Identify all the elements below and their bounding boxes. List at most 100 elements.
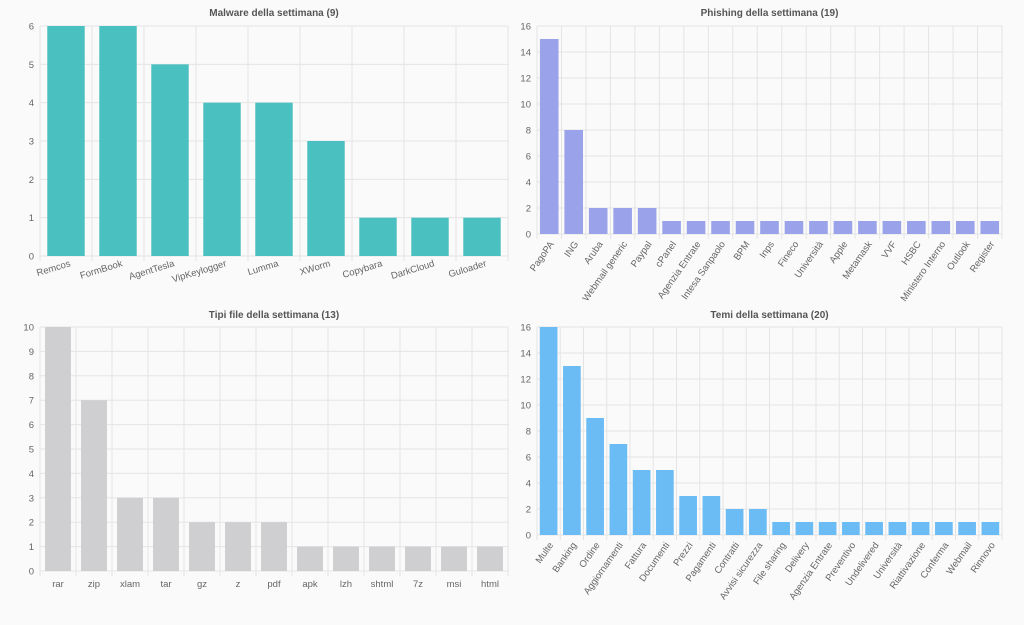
bar-apk [297,546,323,571]
bar-tar [153,497,179,571]
x-tick-label: VVF [880,239,900,261]
y-tick-label: 1 [29,213,34,224]
bar-paypal [637,208,657,234]
bar-darkcloud [411,217,449,256]
x-tick-label: html [481,579,499,590]
bar-apple [833,221,853,234]
bar-preventivo [842,522,860,535]
x-tick-label: Webmail generic [581,239,631,303]
themes-chart: Temi della settimana (20) 0 2 4 6 8 10 12 14 16 Mu… [520,310,1003,602]
bar-inps [760,221,779,234]
bar-webmail [958,522,976,535]
bar-riattivazione [911,522,930,535]
bar-ordine [586,418,604,535]
x-tick-label: tar [160,579,171,590]
bar-aruba [588,208,608,234]
y-tick-label: 16 [520,323,531,334]
y-tick-label: 4 [29,469,34,480]
bar-universita [888,522,907,535]
y-tick-label: 8 [29,371,34,382]
x-tick-label: Remcos [35,258,72,279]
y-tick-label: 10 [520,100,531,111]
y-tick-label: 10 [23,323,34,334]
y-tick-label: 4 [526,178,531,189]
x-tick-label: Apple [827,239,850,265]
bar-banking [563,366,581,535]
y-tick-label: 8 [526,427,531,438]
x-tick-label: lzh [340,579,352,590]
bar-aggiornamenti [609,444,628,535]
x-tick-label: VipKeylogger [171,258,228,285]
chart-title: Phishing della settimana (19) [701,8,839,19]
bar-lumma [255,102,293,257]
bar-pagamenti [702,496,721,535]
y-tick-label: 3 [29,137,34,148]
x-tick-label: zip [88,579,100,590]
bar-register [980,221,1000,234]
bar-guloader [463,217,501,256]
bar-gz [189,522,215,571]
bar-7z [405,546,431,571]
x-tick-label: Rinnovo [969,540,998,575]
bar-fineco [784,221,804,234]
bar-multe [539,327,558,535]
x-tick-label: Prezzi [671,540,695,568]
bar-lzh [333,546,359,571]
bar-copybara [359,217,397,256]
bar-vipkeylogger [203,102,241,257]
bar-z [225,522,251,571]
x-tick-label: PagoPA [528,239,557,274]
x-tick-label: msi [447,579,462,590]
y-tick-label: 2 [29,518,34,529]
y-tick-label: 12 [520,74,531,85]
y-tick-label: 6 [29,420,34,431]
malware-chart: Malware della settimana (9) 0 1 2 3 4 5 6 Remcos… [29,8,509,285]
bar-zip [81,400,107,571]
bar-prezzi [679,496,697,535]
bar-msi [441,546,467,571]
chart-title: Temi della settimana (20) [710,310,828,321]
bar-hsbc [907,221,926,234]
x-tick-label: apk [302,579,318,590]
x-tick-label: XWorm [299,258,332,278]
bar-xworm [307,141,345,256]
bar-rinnovo [981,522,1000,535]
y-tick-label: 12 [520,375,531,386]
x-tick-label: Banking [551,540,580,574]
chart-title: Tipi file della settimana (13) [209,310,339,321]
bar-bpm [735,221,755,234]
bar-fattura [632,470,651,535]
bar-remcos [47,26,85,256]
x-tick-label: 7z [413,579,423,590]
bar-undelivered [865,522,883,535]
y-tick-label: 5 [29,445,34,456]
x-tick-label: shtml [371,579,394,590]
bar-pagopa [539,39,559,234]
bar-agenzia-entrate [686,221,706,234]
y-tick-label: 2 [29,175,34,186]
bar-agenttesla [151,64,189,256]
x-tick-label: Ministero Interno [899,239,949,303]
x-tick-label: Paypal [629,239,655,269]
bar-agenzia-entrate [818,522,837,535]
x-tick-label: DarkCloud [390,258,436,282]
x-tick-label: cPanel [653,239,679,269]
bar-vvf [882,221,902,234]
y-tick-label: 4 [526,479,531,490]
x-tick-label: HSBC [900,239,924,267]
x-tick-label: Fineco [776,239,801,269]
bar-delivery [795,522,814,535]
bar-cpanel [662,221,681,234]
x-tick-label: Guloader [447,258,488,280]
y-tick-label: 16 [520,22,531,33]
y-tick-label: 7 [29,396,34,407]
x-tick-label: rar [52,579,64,590]
bar-webmail-generic [613,208,632,234]
bar-rar [45,327,71,571]
x-tick-label: pdf [267,579,281,590]
bar-universita [809,221,828,234]
bar-file-sharing [772,522,790,535]
x-tick-label: Copybara [341,258,384,281]
y-tick-label: 5 [29,60,34,71]
